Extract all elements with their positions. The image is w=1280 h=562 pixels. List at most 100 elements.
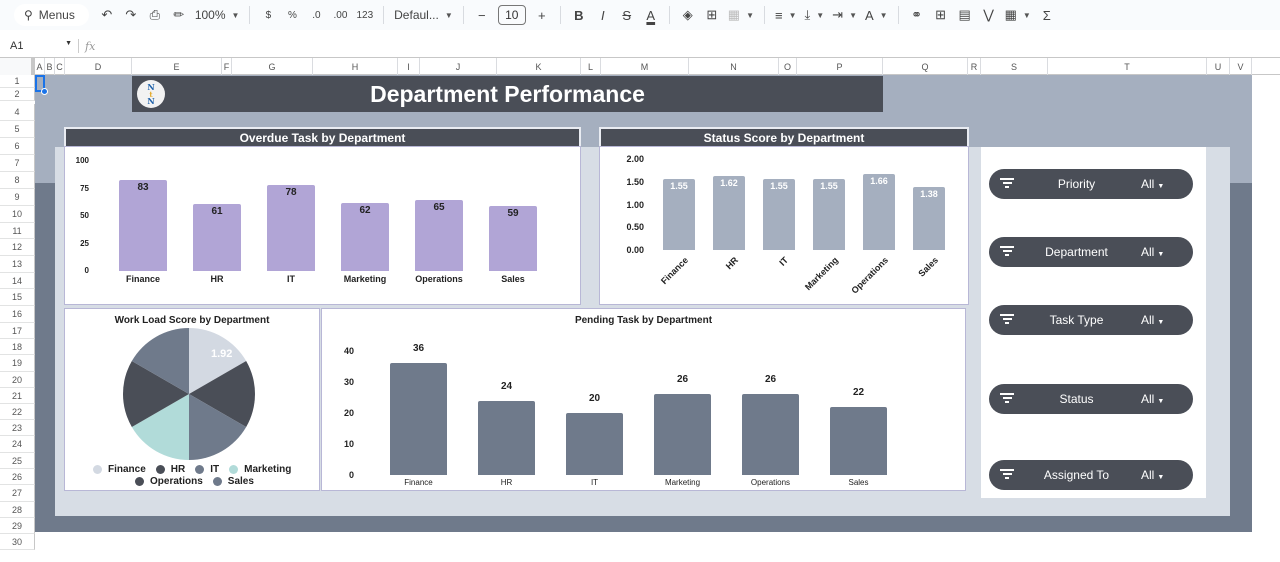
column-header-s[interactable]: S — [981, 58, 1048, 75]
bar-operations[interactable] — [415, 199, 463, 271]
borders-icon[interactable]: ⊞ — [706, 7, 718, 22]
increase-decimal-button[interactable]: .00 — [333, 9, 348, 21]
filter-views-icon[interactable]: ▦ ▼ — [1004, 7, 1031, 22]
bar-finance[interactable] — [663, 179, 695, 250]
column-header-c[interactable]: C — [55, 58, 65, 75]
row-header-22[interactable]: 22 — [0, 404, 35, 420]
slicer-value[interactable]: All ▼ — [1141, 468, 1164, 482]
pending-chart[interactable]: Pending Task by Department 40 30 20 10 0 36 Fi… — [321, 308, 966, 491]
column-header-g[interactable]: G — [232, 58, 313, 75]
menus-search[interactable]: ⚲ Menus — [14, 4, 89, 26]
workload-chart[interactable]: Work Load Score by Department 1.92 Finan… — [64, 308, 320, 491]
column-header-f[interactable]: F — [222, 58, 232, 75]
slicer-priority[interactable]: Priority All ▼ — [989, 169, 1193, 199]
merge-cells-icon[interactable]: ▦ ▼ — [727, 7, 754, 22]
pie-slice-sales[interactable] — [131, 328, 189, 394]
pie-slice-hr[interactable] — [189, 361, 255, 427]
pie-slice-finance[interactable] — [189, 328, 247, 394]
bar-operations[interactable] — [863, 174, 895, 250]
column-header-q[interactable]: Q — [883, 58, 968, 75]
overdue-chart[interactable]: 100 75 50 25 0 83 Finance 61 HR 78 IT 62 Marketing 65… — [64, 146, 581, 305]
row-header-13[interactable]: 13 — [0, 256, 35, 273]
row-header-8[interactable]: 8 — [0, 172, 35, 189]
redo-icon[interactable]: ↷ — [125, 7, 137, 22]
row-header-6[interactable]: 6 — [0, 138, 35, 155]
vertical-align-icon[interactable]: ⤓ ▼ — [804, 7, 825, 22]
row-header-27[interactable]: 27 — [0, 485, 35, 502]
font-select[interactable]: Defaul... ▼ — [391, 4, 456, 26]
text-wrap-icon[interactable]: ⇥ ▼ — [832, 7, 857, 22]
fill-handle[interactable] — [41, 88, 48, 95]
number-format-button[interactable]: 123 — [356, 9, 374, 21]
column-header-o[interactable]: O — [779, 58, 797, 75]
column-header-a[interactable]: A — [35, 58, 45, 75]
selected-cell-a1[interactable] — [35, 75, 48, 95]
column-header-h[interactable]: H — [313, 58, 398, 75]
bar-sales[interactable] — [830, 406, 887, 475]
horizontal-align-icon[interactable]: ≡ ▼ — [774, 7, 797, 23]
slicer-value[interactable]: All ▼ — [1141, 313, 1164, 327]
column-header-e[interactable]: E — [132, 58, 222, 75]
bar-operations[interactable] — [742, 394, 799, 475]
row-header-18[interactable]: 18 — [0, 339, 35, 355]
row-header-29[interactable]: 29 — [0, 518, 35, 534]
bar-sales[interactable] — [913, 187, 945, 250]
row-header-7[interactable]: 7 — [0, 155, 35, 172]
column-header-j[interactable]: J — [420, 58, 497, 75]
row-header-17[interactable]: 17 — [0, 323, 35, 339]
decrease-decimal-button[interactable]: .0 — [312, 9, 321, 21]
row-header-14[interactable]: 14 — [0, 273, 35, 289]
row-header-23[interactable]: 23 — [0, 420, 35, 436]
row-header-9[interactable]: 9 — [0, 189, 35, 206]
strikethrough-button[interactable]: S — [622, 7, 632, 23]
row-header-24[interactable]: 24 — [0, 436, 35, 453]
pie-slice-it[interactable] — [189, 394, 247, 460]
slicer-value[interactable]: All ▼ — [1141, 245, 1164, 259]
paint-format-icon[interactable]: ✏ — [173, 7, 185, 22]
bold-button[interactable]: B — [574, 7, 584, 23]
row-header-1[interactable]: 1 — [0, 75, 35, 88]
pie-slice-operations[interactable] — [123, 361, 189, 427]
status-chart[interactable]: 2.00 1.50 1.00 0.50 0.00 1.55 Finance 1.62 HR 1.5… — [599, 146, 969, 305]
row-header-12[interactable]: 12 — [0, 239, 35, 256]
undo-icon[interactable]: ↶ — [101, 7, 113, 22]
bar-hr[interactable] — [478, 400, 535, 475]
slicer-department[interactable]: Department All ▼ — [989, 237, 1193, 267]
slicer-value[interactable]: All ▼ — [1141, 177, 1164, 191]
bar-it[interactable] — [267, 185, 315, 271]
font-size-increase-button[interactable]: + — [537, 7, 546, 23]
name-box[interactable]: A1 ▼ — [0, 40, 78, 52]
row-header-21[interactable]: 21 — [0, 388, 35, 404]
select-all-corner[interactable] — [0, 58, 35, 75]
zoom-select[interactable]: 100% ▼ — [192, 4, 243, 26]
bar-it[interactable] — [763, 179, 795, 250]
bar-finance[interactable] — [390, 363, 447, 475]
comment-icon[interactable]: ⊞ — [935, 7, 947, 22]
column-header-v[interactable]: V — [1230, 58, 1252, 75]
bar-sales[interactable] — [489, 206, 537, 271]
font-size-decrease-button[interactable]: − — [477, 7, 486, 23]
chart-icon[interactable]: ▤ — [958, 7, 971, 22]
column-header-n[interactable]: N — [689, 58, 779, 75]
filter-icon[interactable]: ⋁ — [983, 7, 994, 22]
bar-finance[interactable] — [119, 179, 167, 271]
column-header-k[interactable]: K — [497, 58, 581, 75]
bar-marketing[interactable] — [654, 394, 711, 475]
slicer-value[interactable]: All ▼ — [1141, 392, 1164, 406]
column-header-r[interactable]: R — [968, 58, 981, 75]
bar-marketing[interactable] — [341, 202, 389, 271]
text-rotation-icon[interactable]: A ▼ — [865, 7, 888, 23]
font-size-input[interactable]: 10 — [497, 5, 526, 25]
italic-button[interactable]: I — [600, 7, 605, 23]
row-header-11[interactable]: 11 — [0, 223, 35, 239]
column-header-t[interactable]: T — [1048, 58, 1207, 75]
fill-color-icon[interactable]: ◈ — [682, 7, 693, 22]
functions-button[interactable]: Σ — [1042, 7, 1051, 23]
bar-it[interactable] — [566, 413, 623, 475]
row-header-25[interactable]: 25 — [0, 453, 35, 469]
row-header-20[interactable]: 20 — [0, 372, 35, 388]
row-header-5[interactable]: 5 — [0, 121, 35, 138]
print-icon[interactable]: ⎙ — [149, 7, 161, 22]
slicer-assigned-to[interactable]: Assigned To All ▼ — [989, 460, 1193, 490]
row-header-4[interactable]: 4 — [0, 104, 35, 121]
